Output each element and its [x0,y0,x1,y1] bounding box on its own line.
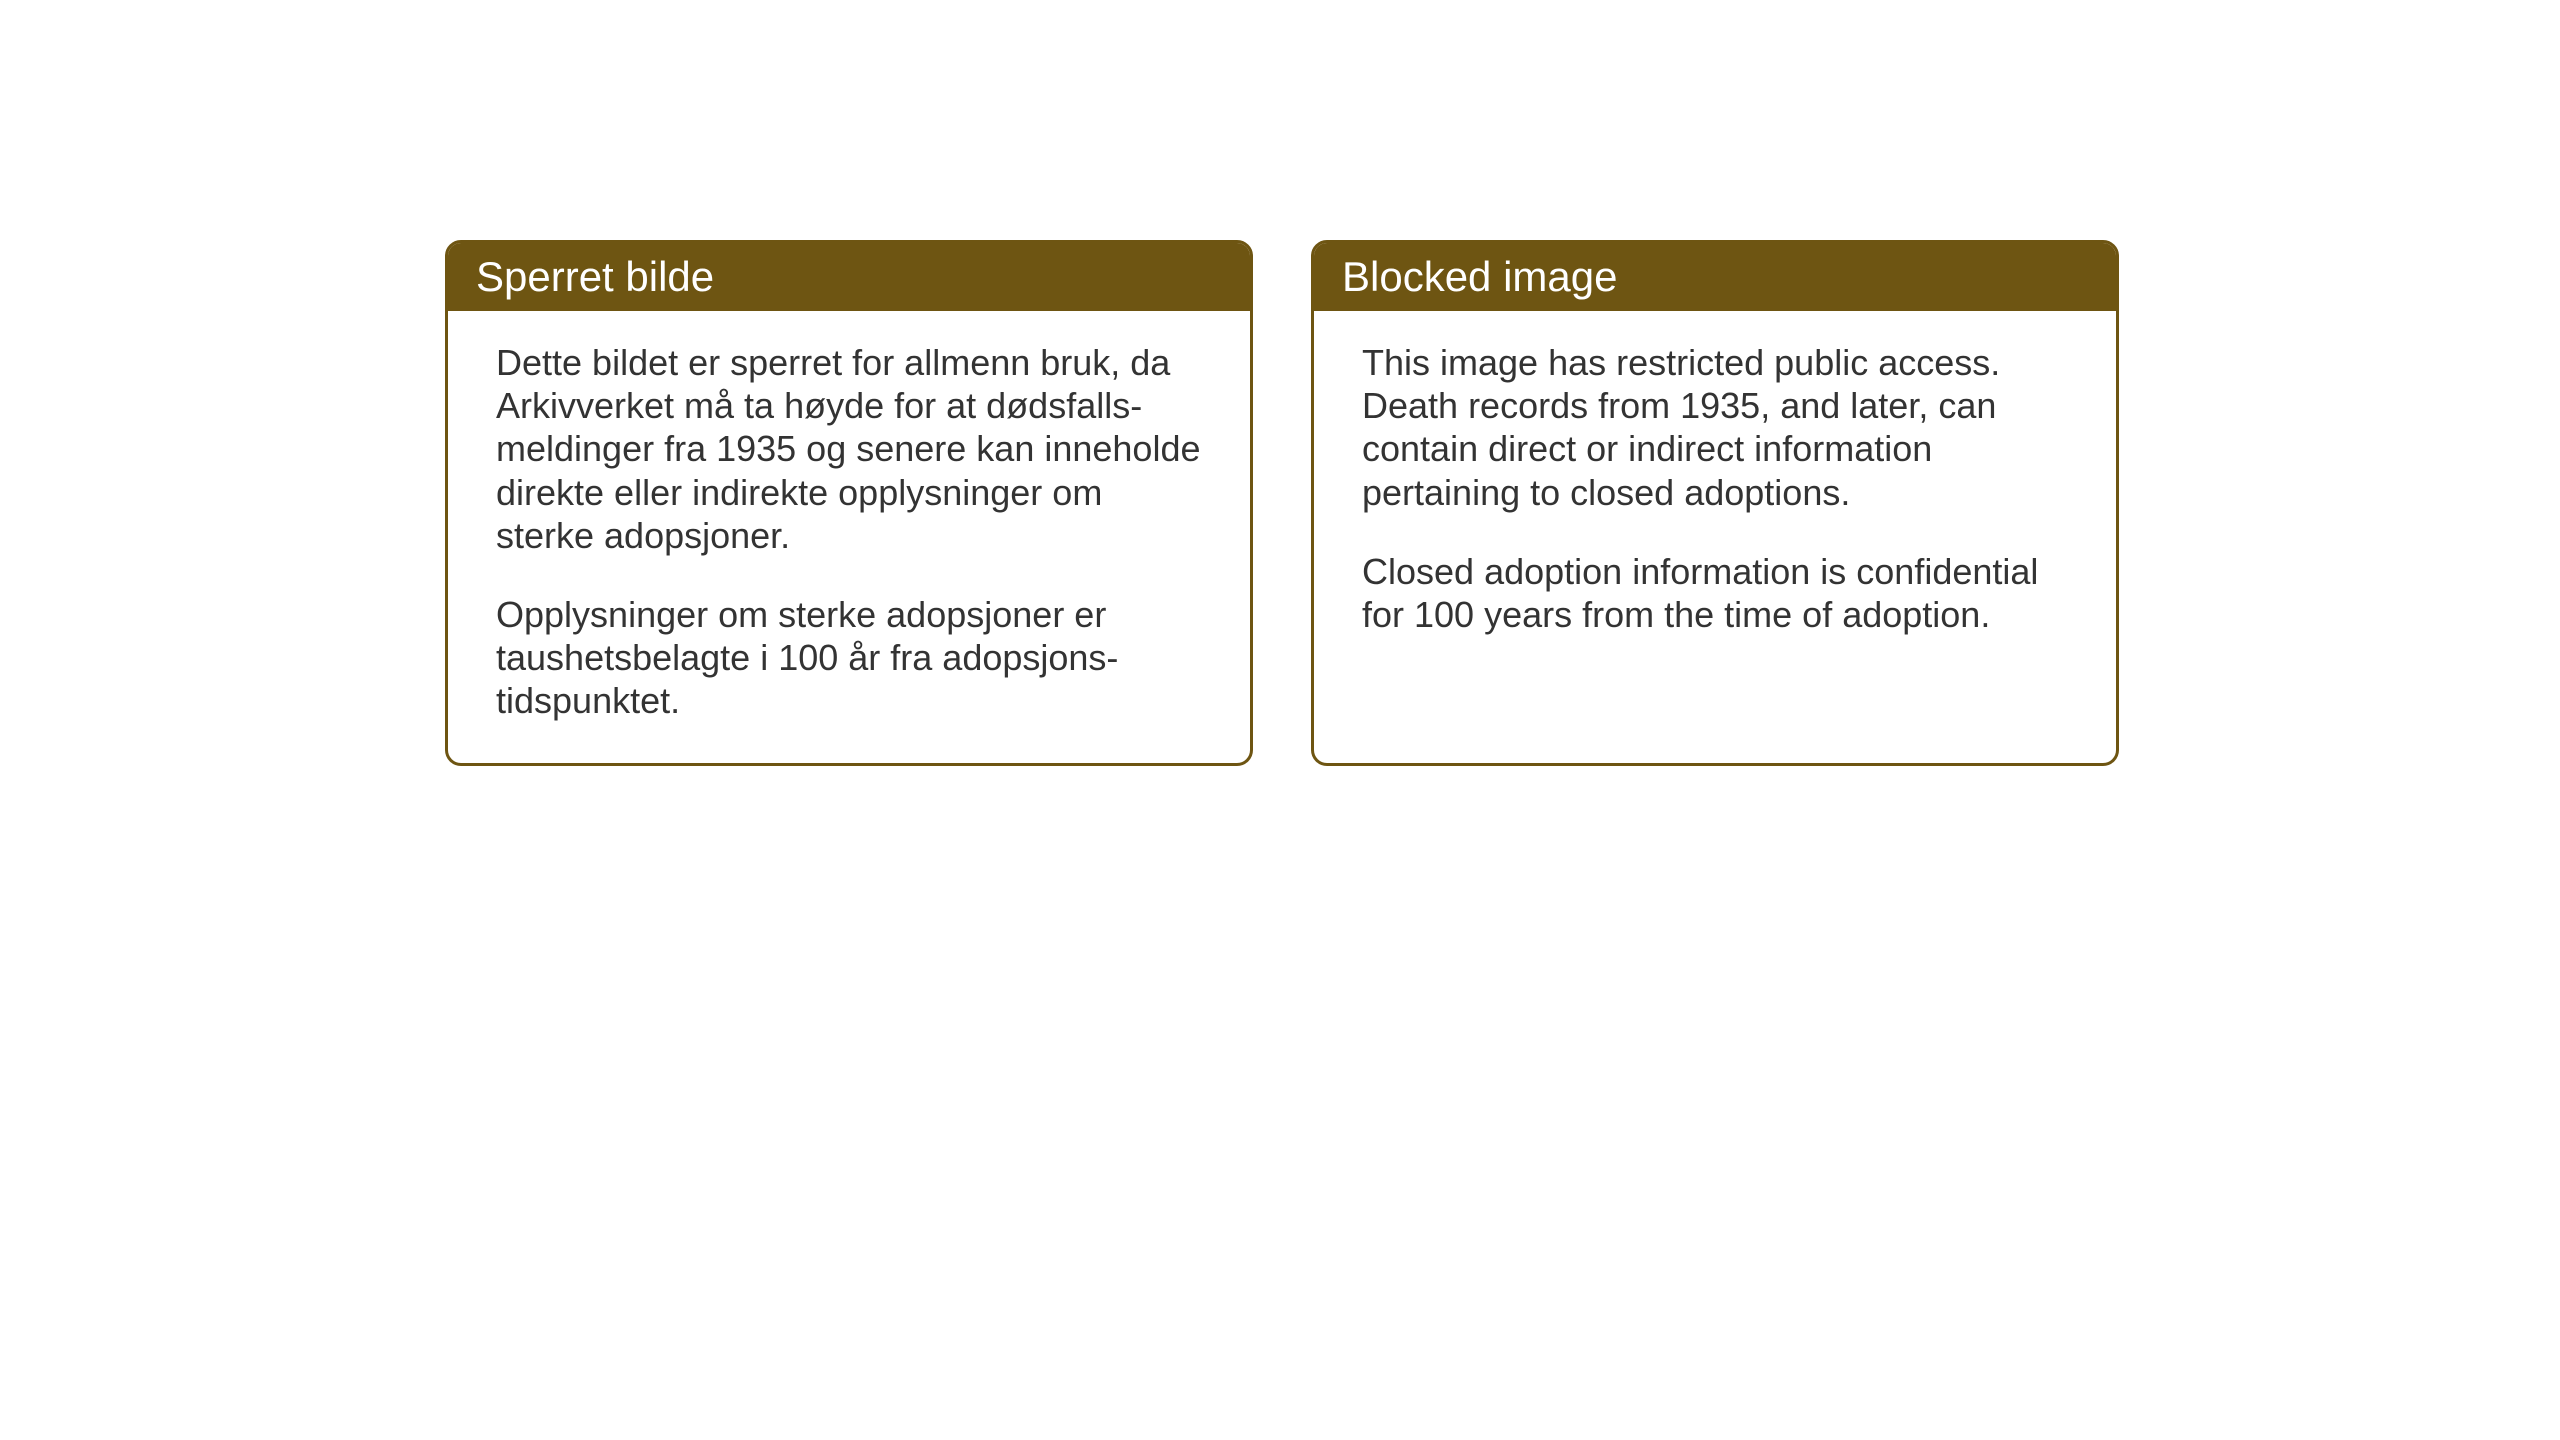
notice-header-english: Blocked image [1314,243,2116,311]
notice-paragraph-1-norwegian: Dette bildet er sperret for allmenn bruk… [496,341,1202,557]
notice-body-norwegian: Dette bildet er sperret for allmenn bruk… [448,311,1250,763]
notice-paragraph-1-english: This image has restricted public access.… [1362,341,2068,514]
notice-title-norwegian: Sperret bilde [476,253,714,300]
notice-card-english: Blocked image This image has restricted … [1311,240,2119,766]
notice-paragraph-2-norwegian: Opplysninger om sterke adopsjoner er tau… [496,593,1202,723]
notice-body-english: This image has restricted public access.… [1314,311,2116,676]
notice-container: Sperret bilde Dette bildet er sperret fo… [445,240,2119,766]
notice-header-norwegian: Sperret bilde [448,243,1250,311]
notice-paragraph-2-english: Closed adoption information is confident… [1362,550,2068,636]
notice-card-norwegian: Sperret bilde Dette bildet er sperret fo… [445,240,1253,766]
notice-title-english: Blocked image [1342,253,1617,300]
